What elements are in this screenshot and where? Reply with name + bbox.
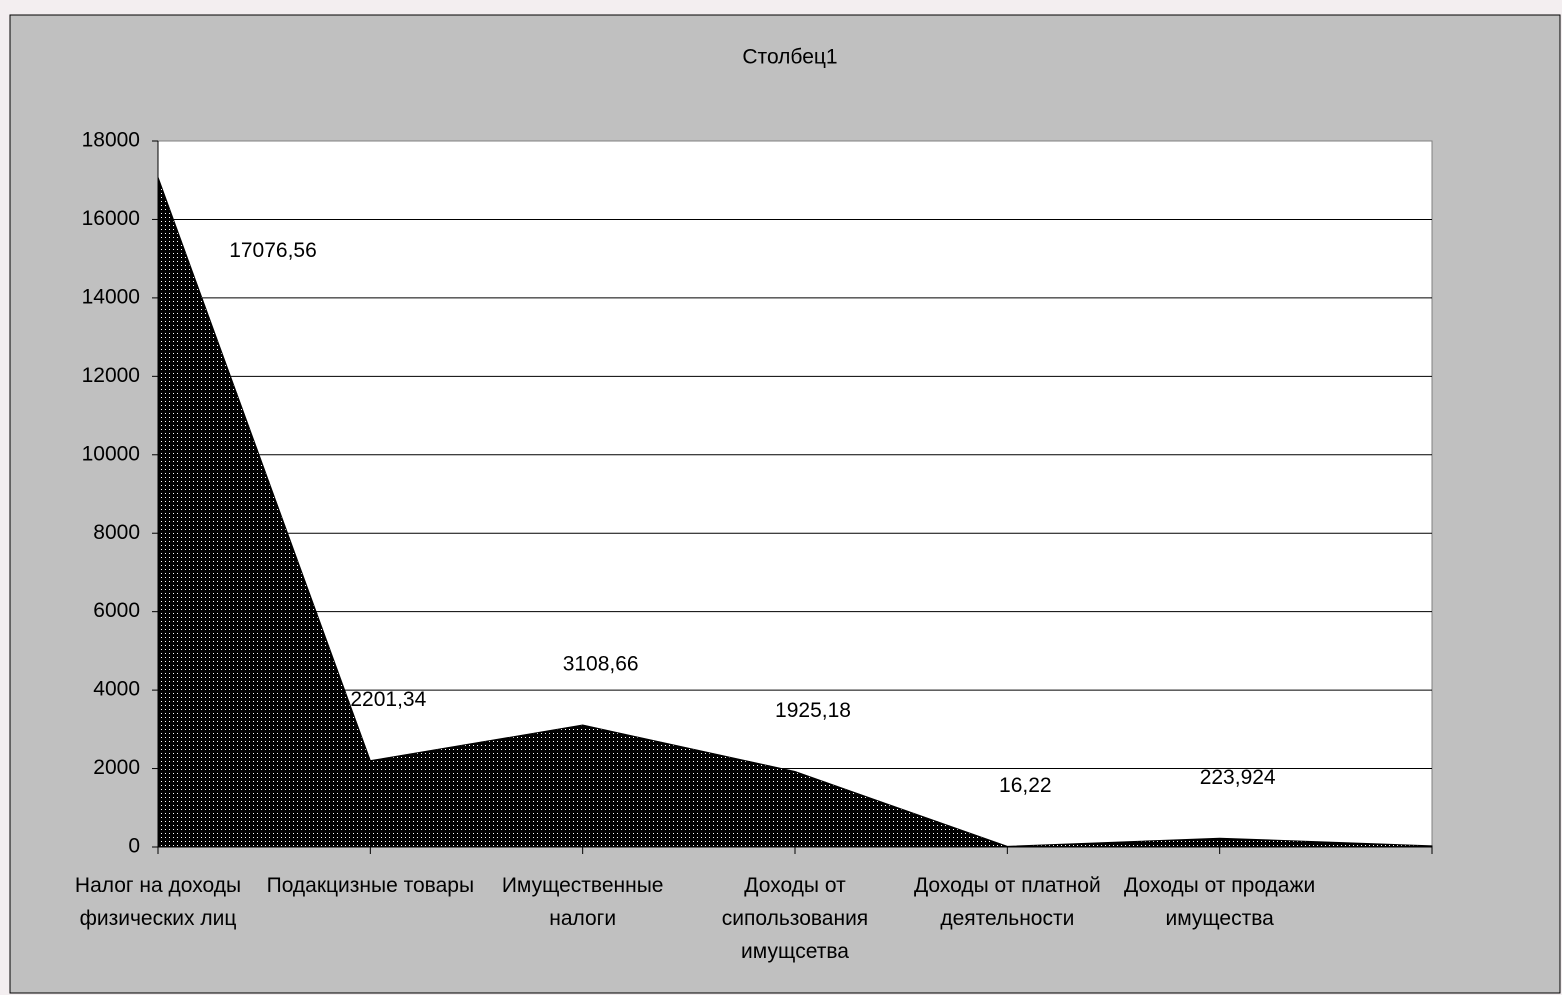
x-tick-label: Имущественные налоги	[501, 874, 664, 930]
plot-area	[157, 140, 1433, 848]
y-tick-label: 10000	[82, 442, 140, 465]
x-tick-label: Доходы от платной деятельности	[913, 874, 1101, 930]
x-tick-label: Доходы от продажи имущества	[1124, 874, 1316, 930]
y-tick-label: 6000	[93, 599, 140, 622]
y-tick-label: 4000	[93, 678, 140, 701]
y-tick-label: 2000	[93, 756, 140, 779]
y-tick-label: 12000	[82, 364, 140, 387]
y-tick-label: 16000	[82, 207, 140, 230]
x-tick-label: Доходы от сипользования имущсетва	[721, 874, 869, 963]
data-label: 17076,56	[229, 239, 317, 262]
chart-title: Столбец1	[742, 46, 837, 69]
data-label: 223,924	[1200, 766, 1276, 789]
x-tick-label: Подакцизные товары	[266, 874, 475, 897]
y-tick-label: 18000	[82, 129, 140, 152]
data-label: 1925,18	[775, 699, 851, 722]
data-label: 16,22	[999, 774, 1052, 797]
data-label: 3108,66	[563, 653, 639, 676]
y-tick-label: 14000	[82, 285, 140, 308]
y-tick-label: 0	[128, 835, 140, 858]
data-label: 2201,34	[350, 688, 426, 711]
x-tick-label: Налог на доходы физических лиц	[74, 874, 242, 930]
area	[157, 177, 1433, 848]
y-tick-label: 8000	[93, 521, 140, 544]
